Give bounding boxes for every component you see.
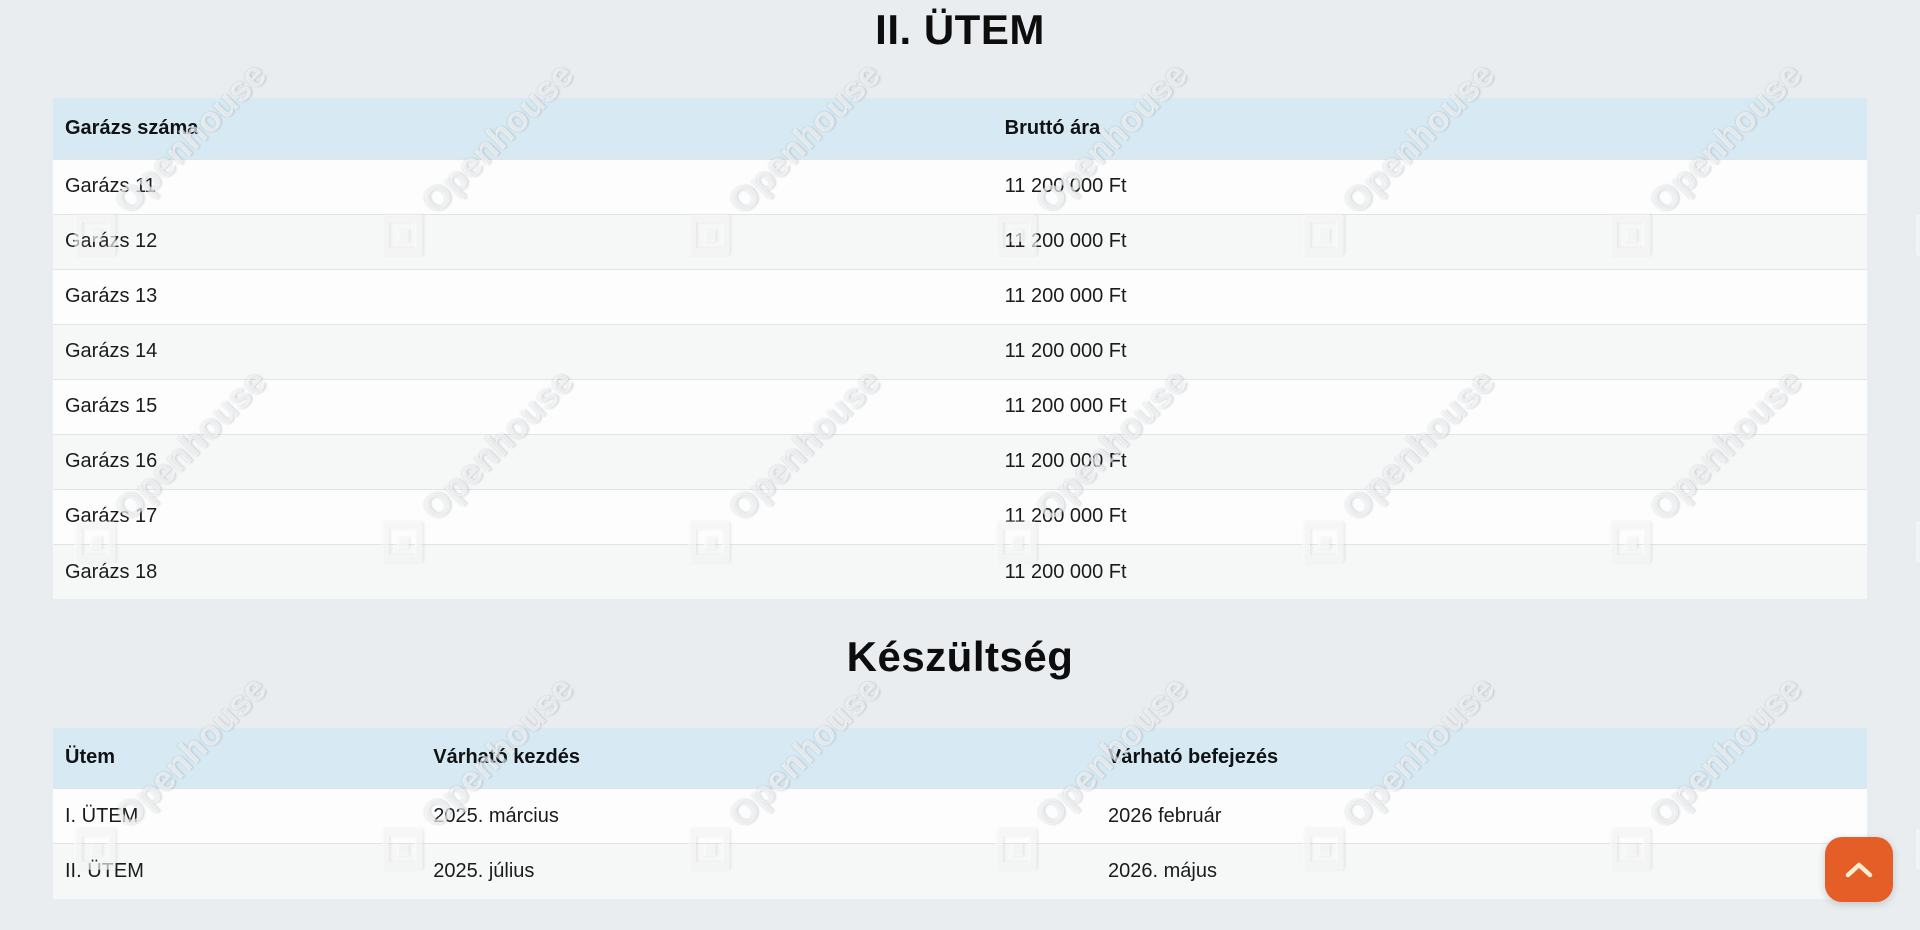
garage-price-cell: 11 200 000 Ft xyxy=(1004,560,1127,583)
phase-name-cell: I. ÜTEM xyxy=(65,804,139,827)
start-date-cell: 2025. július xyxy=(433,859,535,882)
garage-price-cell: 11 200 000 Ft xyxy=(1004,450,1127,473)
garage-name-cell: Garázs 17 xyxy=(65,505,158,528)
garage-name-cell: Garázs 11 xyxy=(65,175,156,198)
scroll-to-top-button[interactable] xyxy=(1825,837,1893,902)
phase-name-cell: II. ÜTEM xyxy=(65,859,144,882)
garage-name-cell: Garázs 13 xyxy=(65,285,158,308)
table-row: Garázs 18 11 200 000 Ft xyxy=(53,544,1867,600)
gross-price-column-header: Bruttó ára xyxy=(992,98,1867,160)
table-row: Garázs 13 11 200 000 Ft xyxy=(53,269,1867,324)
chevron-up-icon xyxy=(1844,860,1874,880)
table-row: Garázs 15 11 200 000 Ft xyxy=(53,379,1867,434)
garage-name-cell: Garázs 15 xyxy=(65,395,158,418)
garage-number-column-header: Garázs száma xyxy=(53,98,993,160)
garage-price-cell: 11 200 000 Ft xyxy=(1004,395,1127,418)
garage-price-cell: 11 200 000 Ft xyxy=(1004,230,1127,253)
garage-table: Garázs száma Bruttó ára Garázs 11 11 200… xyxy=(53,98,1867,600)
completion-section: Készültség Ütem Várható kezdés Várható b… xyxy=(53,633,1867,899)
schedule-table-header-row: Ütem Várható kezdés Várható befejezés xyxy=(53,727,1867,789)
garage-name-cell: Garázs 18 xyxy=(65,560,158,583)
table-row: Garázs 11 11 200 000 Ft xyxy=(53,159,1867,214)
garage-price-cell: 11 200 000 Ft xyxy=(1004,175,1127,198)
table-row: Garázs 16 11 200 000 Ft xyxy=(53,434,1867,490)
end-date-cell: 2026. május xyxy=(1108,859,1217,882)
schedule-table: Ütem Várható kezdés Várható befejezés I.… xyxy=(53,727,1867,899)
table-row: I. ÜTEM 2025. március 2026 február xyxy=(53,788,1867,844)
expected-start-column-header: Várható kezdés xyxy=(421,727,1097,789)
phase-section: II. ÜTEM Garázs száma Bruttó ára Garázs … xyxy=(53,6,1867,600)
phase-title: II. ÜTEM xyxy=(875,6,1045,53)
garage-table-header-row: Garázs száma Bruttó ára xyxy=(53,98,1867,160)
garage-price-cell: 11 200 000 Ft xyxy=(1004,285,1127,308)
garage-name-cell: Garázs 14 xyxy=(65,340,158,363)
table-row: Garázs 17 11 200 000 Ft xyxy=(53,489,1867,544)
expected-end-column-header: Várható befejezés xyxy=(1096,727,1867,789)
start-date-cell: 2025. március xyxy=(433,804,559,827)
table-row: II. ÜTEM 2025. július 2026. május xyxy=(53,843,1867,899)
garage-name-cell: Garázs 16 xyxy=(65,450,158,473)
garage-price-cell: 11 200 000 Ft xyxy=(1004,505,1127,528)
phase-column-header: Ütem xyxy=(53,727,422,789)
table-row: Garázs 14 11 200 000 Ft xyxy=(53,324,1867,380)
table-row: Garázs 12 11 200 000 Ft xyxy=(53,214,1867,270)
main-content: II. ÜTEM Garázs száma Bruttó ára Garázs … xyxy=(53,6,1867,899)
garage-price-cell: 11 200 000 Ft xyxy=(1004,340,1127,363)
end-date-cell: 2026 február xyxy=(1108,804,1222,827)
completion-title: Készültség xyxy=(846,633,1074,681)
garage-name-cell: Garázs 12 xyxy=(65,230,158,253)
